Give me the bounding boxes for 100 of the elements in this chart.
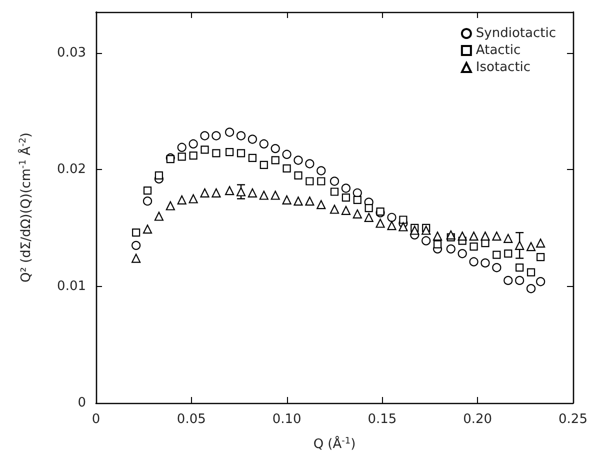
point [432,232,442,241]
point [330,176,340,186]
point [492,250,501,259]
point [132,254,141,263]
point [306,177,314,186]
point [271,156,280,164]
point [236,187,246,196]
point [259,139,268,148]
point [458,249,467,258]
point [142,196,152,206]
point [189,152,198,160]
point [536,277,546,286]
point [526,268,536,276]
point [330,204,340,214]
point [200,146,209,154]
point [143,186,152,195]
point [492,263,502,272]
point [316,166,326,176]
point [294,196,303,206]
point [212,149,220,158]
point [212,131,221,140]
point [294,171,302,180]
point [480,232,490,241]
x-tick-label: 0.15 [368,412,397,427]
point [132,228,140,237]
point [132,240,141,250]
point [225,186,234,196]
point [342,194,350,202]
point [422,236,431,246]
legend-label: Isotactic [476,60,531,75]
point [515,276,524,285]
point [353,196,362,204]
y-tick-label: 0.01 [57,278,86,294]
point [433,240,442,248]
point [178,152,186,161]
point [364,212,374,222]
x-tick-label: 0.10 [272,412,302,427]
x-tick-label: 0.25 [558,412,588,427]
point [154,171,164,180]
x-tick-label: 0.05 [176,412,206,427]
point [305,159,314,168]
point [226,148,234,156]
point [317,177,326,186]
point [200,131,210,140]
point [225,128,234,137]
point [387,212,396,222]
y-tick-label: 0.03 [57,45,86,60]
point [352,209,362,218]
point [422,226,431,235]
point [446,244,456,254]
point [188,139,198,148]
point [142,224,152,234]
point [166,201,175,210]
x-tick-label: 0 [92,412,100,427]
point [536,253,545,262]
point [536,238,546,248]
point [270,190,280,200]
point [259,190,268,200]
point [330,188,339,196]
y-tick-label: 0 [78,396,86,410]
point [154,212,164,221]
point [526,284,536,294]
point [200,188,210,198]
point [188,194,198,204]
point [177,142,186,152]
point [270,144,280,154]
point [236,131,246,140]
point [399,216,408,224]
point [504,234,513,243]
point [504,276,513,285]
point [282,150,292,159]
point [282,195,292,204]
point [446,230,456,240]
x-tick-label: 0.20 [463,412,492,427]
point [260,160,268,169]
point [515,240,524,250]
point [236,149,246,158]
y-axis-title: Q² (dΣ/dΩ)(Q)(cm-1 Å-2) [17,132,34,283]
point [248,134,258,144]
point [248,188,258,198]
point [480,258,490,268]
legend-label: Atactic [476,43,521,58]
point [398,222,408,232]
point [469,257,478,266]
point [341,206,350,215]
point [504,250,512,258]
legend-label: Syndiotactic [476,26,556,41]
point [410,226,420,235]
point [341,184,350,193]
y-tick-label: 0.02 [57,162,86,178]
point [294,156,303,165]
point [305,196,314,206]
point [516,264,524,272]
point [469,232,478,241]
point [212,188,221,198]
point [282,164,291,172]
point [177,195,186,204]
point [248,154,257,162]
point [316,200,326,210]
point [376,218,385,228]
